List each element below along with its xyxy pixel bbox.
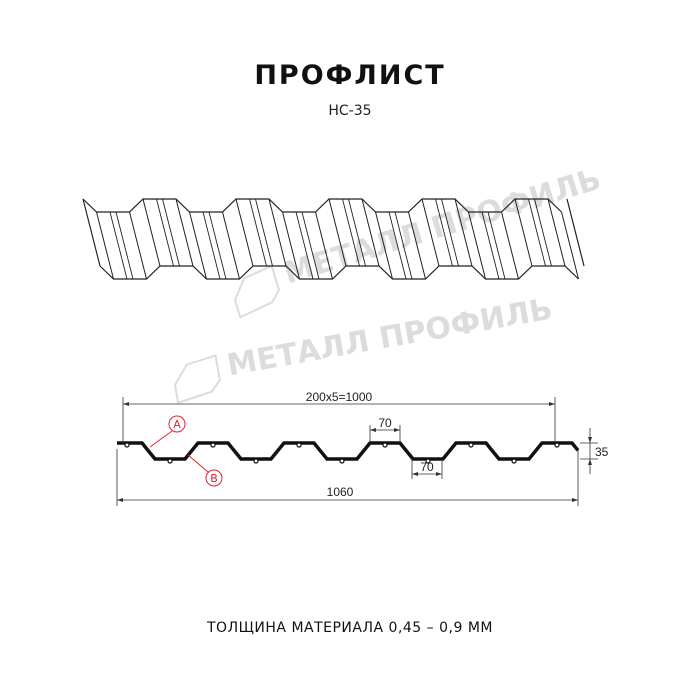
sheet-fold-line (222, 211, 240, 280)
top-width-label: 70 (378, 416, 392, 430)
stiffener-rib (253, 458, 259, 464)
stiffener-rib (468, 442, 474, 448)
sheet-3d-view (82, 198, 585, 280)
sheet-fold-line (142, 198, 161, 267)
sheet-rib-line (301, 211, 320, 280)
height-label: 35 (595, 445, 609, 459)
sheet-rib-line (202, 211, 221, 280)
material-thickness: ТОЛЩИНА МАТЕРИАЛА 0,45 – 0,9 ММ (207, 620, 493, 636)
sheet-rib-line (295, 211, 314, 280)
stiffener-rib (339, 458, 345, 464)
sheet-rib-line (162, 198, 180, 267)
sheet-fold-line (82, 198, 101, 267)
sheet-rib-line (208, 211, 227, 280)
pitch-label: 200x5=1000 (306, 390, 373, 404)
sheet-rib-line (394, 211, 413, 280)
sheet-fold-line (408, 211, 426, 280)
page-title: ПРОФЛИСТ (254, 60, 446, 91)
sheet-fold-line (375, 211, 393, 280)
sheet-rib-line (435, 198, 453, 267)
sheet-rib-line (481, 211, 500, 280)
sheet-fold-line (315, 211, 333, 280)
sheet-rib-line (388, 211, 407, 280)
stiffener-rib (425, 458, 431, 464)
sheet-fold-line (129, 211, 147, 280)
sheet-fold-line (268, 198, 287, 267)
sheet-back-edge (82, 198, 562, 213)
stiffener-rib (382, 442, 388, 448)
profile-section (117, 441, 580, 464)
callout-a-circle (168, 415, 186, 433)
dimension-lines (116, 397, 598, 506)
watermark-upper: МЕТАЛЛ ПРОФИЛЬ (233, 162, 605, 319)
sheet-end-edge (566, 198, 585, 267)
sheet-front-edge (99, 265, 579, 280)
sheet-fold-line (361, 198, 380, 267)
profile-model: НС-35 (328, 103, 372, 119)
callout-b-label: B (210, 472, 218, 485)
sheet-rib-line (249, 198, 267, 267)
sheet-rib-line (342, 198, 360, 267)
sheet-rib-line (255, 198, 273, 267)
bottom-width-label: 70 (420, 460, 434, 474)
stiffener-rib (554, 442, 560, 448)
stiffener-rib (296, 442, 302, 448)
sheet-rib-line (348, 198, 366, 267)
sheet-fold-line (175, 198, 194, 267)
sheet-fold-line (328, 198, 347, 267)
sheet-rib-line (115, 211, 134, 280)
watermark-text: МЕТАЛЛ ПРОФИЛЬ (224, 292, 555, 384)
callout-b-circle (205, 469, 223, 487)
callout-a (149, 415, 186, 448)
stiffener-rib (167, 458, 173, 464)
total-width-label: 1060 (327, 485, 354, 499)
sheet-fold-line (454, 198, 473, 267)
callout-a-label: A (173, 418, 181, 431)
watermark-lower: МЕТАЛЛ ПРОФИЛЬ (173, 292, 555, 405)
sheet-fold-line (501, 211, 519, 280)
stiffener-rib (210, 442, 216, 448)
sheet-fold-line (96, 211, 114, 280)
sheet-fold-line (282, 211, 300, 280)
sheet-rib-line (487, 211, 506, 280)
sheet-fold-line (189, 211, 207, 280)
stiffener-rib (511, 458, 517, 464)
sheet-rib-line (528, 198, 546, 267)
sheet-fold-line (547, 198, 566, 267)
sheet-fold-line (514, 198, 533, 267)
stiffener-rib (124, 442, 130, 448)
sheet-rib-line (534, 198, 552, 267)
sheet-rib-line (156, 198, 174, 267)
dimension-arrows (117, 402, 592, 502)
callout-b (187, 454, 223, 487)
sheet-fold-line (561, 211, 579, 280)
profile-line (117, 441, 580, 461)
sheet-rib-line (109, 211, 128, 280)
sheet-rib-line (441, 198, 459, 267)
sheet-fold-line (468, 211, 486, 280)
sheet-fold-line (421, 198, 440, 267)
sheet-fold-line (235, 198, 254, 267)
